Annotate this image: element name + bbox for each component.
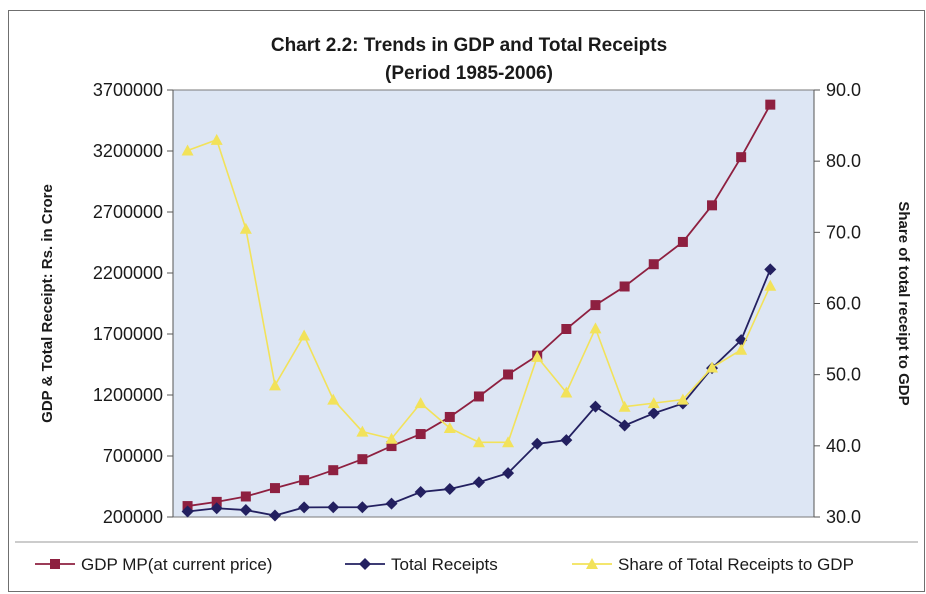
left-tick-label: 1700000 (93, 324, 163, 344)
data-point (647, 407, 660, 420)
left-tick-label: 1200000 (93, 385, 163, 405)
data-point (211, 496, 222, 507)
data-point (531, 437, 544, 450)
data-point (589, 400, 602, 413)
legend-label: Total Receipts (391, 555, 498, 574)
series-layer (181, 99, 777, 522)
data-point (618, 419, 631, 432)
data-point (473, 391, 484, 402)
data-point (472, 436, 485, 448)
y-axis-label-left: GDP & Total Receipt: Rs. in Crore (39, 184, 56, 423)
data-point (385, 432, 398, 444)
y-axis-label-right: Share of total receipt to GDP (895, 201, 912, 405)
right-tick-label: 80.0 (826, 151, 861, 171)
chart-frame: Chart 2.2: Trends in GDP and Total Recei… (8, 10, 925, 592)
plot-area (172, 89, 815, 518)
data-point (240, 491, 251, 502)
legend: GDP MP(at current price) Total Receipts Sh… (35, 555, 854, 574)
left-tick-label: 2700000 (93, 202, 163, 222)
data-point (735, 343, 748, 355)
series-share-of-total-receipts-to-gdp (181, 133, 777, 448)
right-tick-label: 70.0 (826, 222, 861, 242)
data-point (677, 236, 688, 247)
data-point (502, 467, 515, 480)
series-total-receipts (181, 263, 777, 522)
data-point (181, 505, 194, 518)
data-point (590, 300, 601, 311)
data-point (299, 475, 310, 486)
data-point (356, 425, 369, 437)
data-point (268, 509, 281, 522)
data-point (560, 434, 573, 447)
left-tick-label: 3700000 (93, 80, 163, 100)
data-point (706, 361, 719, 373)
legend-item-total-receipts: Total Receipts (345, 555, 498, 574)
data-point (618, 400, 631, 412)
data-point (443, 422, 456, 434)
right-tick-label: 30.0 (826, 507, 861, 527)
data-point (269, 483, 280, 494)
data-point (386, 441, 397, 452)
data-point (736, 152, 747, 163)
left-tick-label: 200000 (103, 507, 163, 527)
data-point (385, 497, 398, 510)
data-point (502, 436, 515, 448)
right-axis: 90.0 80.0 70.0 60.0 50.0 40.0 30.0 (813, 80, 861, 527)
data-point (676, 393, 689, 405)
left-tick-label: 3200000 (93, 141, 163, 161)
data-point (298, 501, 311, 514)
data-point (327, 501, 340, 514)
data-point (764, 263, 777, 276)
left-tick-label: 700000 (103, 446, 163, 466)
right-tick-label: 50.0 (826, 365, 861, 385)
data-point (503, 369, 514, 380)
data-point (357, 454, 368, 465)
data-point (414, 397, 427, 409)
data-point (765, 99, 776, 110)
data-point (443, 482, 456, 495)
data-point (239, 222, 252, 234)
data-point (561, 323, 572, 334)
data-point (268, 379, 281, 391)
data-point (560, 386, 573, 398)
legend-marker (586, 558, 598, 569)
data-point (764, 279, 777, 291)
data-point (647, 397, 660, 409)
data-point (707, 200, 718, 211)
data-point (210, 502, 223, 515)
right-tick-label: 40.0 (826, 436, 861, 456)
data-point (415, 429, 426, 440)
legend-label: Share of Total Receipts to GDP (618, 555, 854, 574)
data-point (356, 501, 369, 514)
data-point (472, 476, 485, 489)
data-point (619, 281, 630, 292)
legend-marker (359, 558, 371, 570)
chart-title: Chart 2.2: Trends in GDP and Total Recei… (271, 35, 667, 56)
data-point (414, 485, 427, 498)
data-point (531, 350, 544, 362)
data-point (181, 144, 194, 156)
right-tick-label: 60.0 (826, 294, 861, 314)
left-tick-label: 2200000 (93, 263, 163, 283)
data-point (239, 504, 252, 517)
data-point (327, 393, 340, 405)
legend-item-share-of-total-receipts-to-gdp: Share of Total Receipts to GDP (572, 555, 854, 574)
legend-marker (50, 559, 60, 569)
data-point (298, 329, 311, 341)
chart-subtitle: (Period 1985-2006) (385, 63, 553, 84)
data-point (648, 259, 659, 270)
legend-label: GDP MP(at current price) (81, 555, 272, 574)
left-axis: 3700000 3200000 2700000 2200000 1700000 12000… (93, 80, 174, 527)
legend-item-gdp-mp-at-current-price: GDP MP(at current price) (35, 555, 272, 574)
data-point (210, 133, 223, 145)
data-point (589, 322, 602, 334)
right-tick-label: 90.0 (826, 80, 861, 100)
chart: Chart 2.2: Trends in GDP and Total Recei… (15, 35, 918, 574)
data-point (328, 465, 339, 476)
data-point (444, 411, 455, 422)
